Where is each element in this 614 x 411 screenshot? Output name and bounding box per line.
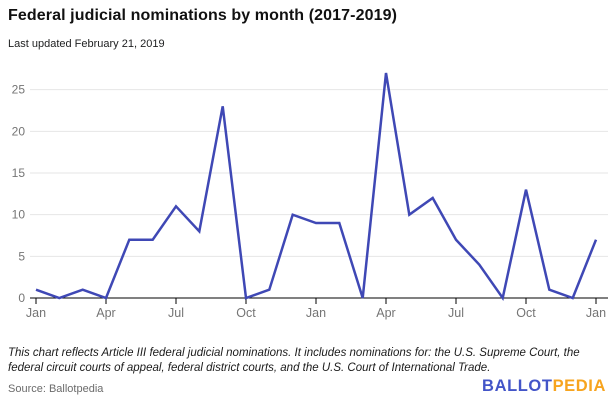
x-tick-label: Jul [448,306,464,320]
x-tick-label: Jan [26,306,46,320]
logo-text-pedia: PEDIA [552,377,606,395]
y-tick-label: 10 [12,208,26,222]
data-series-line[interactable] [35,72,598,302]
ballotpedia-logo: BALLOTPEDIA [482,377,606,396]
x-tick-label: Oct [516,306,536,320]
x-tick-label: Jan [586,306,606,320]
chart-footnote: This chart reflects Article III federal … [8,347,580,374]
line-chart[interactable]: 0 5 10 15 20 25 Jan Apr Jul Oct Jan Apr Jul Oct Jan [0,62,614,324]
source-label: Source: Ballotpedia [8,383,104,395]
x-tick-label: Oct [236,306,256,320]
y-tick-label: 0 [18,291,25,305]
y-tick-label: 20 [12,124,26,138]
chart-title: Federal judicial nominations by month (2… [8,7,397,24]
y-tick-label: 25 [12,83,26,97]
x-tick-label: Jan [306,306,326,320]
logo-text-ballot: BALLOT [482,377,553,395]
x-tick-label: Apr [376,306,395,320]
x-tick-label: Jul [168,306,184,320]
x-tick-label: Apr [96,306,115,320]
chart-subtitle: Last updated February 21, 2019 [8,38,165,50]
footer-row: Source: Ballotpedia BALLOTPEDIA [8,377,606,397]
y-tick-label: 15 [12,166,26,180]
y-tick-label: 5 [18,249,25,263]
